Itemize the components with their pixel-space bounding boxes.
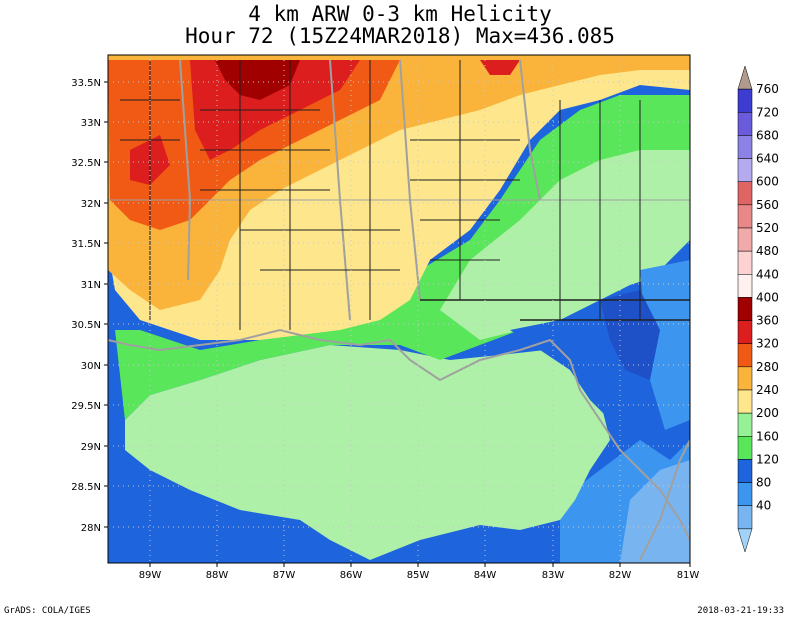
lat-label: 33.5N: [71, 78, 101, 89]
colorbar-label: 560: [756, 198, 779, 212]
lon-label: 86W: [340, 570, 363, 581]
map-field: [108, 55, 690, 563]
lat-label: 31.5N: [71, 239, 101, 250]
lat-label: 30N: [81, 361, 101, 372]
coastline: [108, 59, 690, 561]
lon-label: 82W: [609, 570, 632, 581]
lon-label: 83W: [542, 570, 565, 581]
colorbar-bottom-arrow: [737, 528, 753, 553]
latitude-labels: 33.5N 33N 32.5N 32N 31.5N 31N 30.5N 30N …: [71, 78, 101, 534]
lon-label: 87W: [273, 570, 296, 581]
lat-label: 29.5N: [71, 401, 101, 412]
colorbar-label: 240: [756, 383, 779, 397]
lon-label: 81W: [677, 570, 700, 581]
colorbar-label: 80: [756, 476, 771, 490]
colorbar-top-arrow: [737, 65, 753, 90]
colorbar-swatch: [737, 412, 753, 437]
lon-label: 89W: [139, 570, 162, 581]
colorbar-swatch: [737, 320, 753, 344]
colorbar-label: 40: [756, 499, 771, 513]
colorbar-swatch: [737, 297, 753, 321]
colorbar-label: 480: [756, 244, 779, 258]
colorbar-label: 440: [756, 267, 779, 281]
map-title-line2: Hour 72 (15Z24MAR2018) Max=436.085: [185, 24, 615, 48]
axis-ticks: [104, 81, 691, 567]
colorbar-swatch: [737, 505, 753, 530]
colorbar-label: 680: [756, 128, 779, 142]
colorbar-swatch: [737, 343, 753, 368]
colorbar-label: 640: [756, 152, 779, 166]
longitude-labels: 89W 88W 87W 86W 85W 84W 83W 82W 81W: [139, 570, 700, 581]
colorbar-swatch: [737, 158, 753, 182]
colorbar-label: 600: [756, 175, 779, 189]
lat-label: 31N: [81, 280, 101, 291]
colorbar-swatch: [737, 204, 753, 229]
lat-label: 32.5N: [71, 158, 101, 169]
lat-label: 33N: [81, 118, 101, 129]
lon-label: 84W: [474, 570, 497, 581]
lat-label: 28.5N: [71, 482, 101, 493]
lat-label: 32N: [81, 199, 101, 210]
colorbar-label: 200: [756, 406, 779, 420]
colorbar-label: 280: [756, 360, 779, 374]
lat-label: 30.5N: [71, 320, 101, 331]
map-title-line1: 4 km ARW 0-3 km Helicity: [248, 2, 552, 26]
colorbar-swatch: [737, 366, 753, 391]
colorbar-label: 360: [756, 314, 779, 328]
colorbar-label: 720: [756, 105, 779, 119]
colorbar-swatch: [737, 135, 753, 159]
colorbar-swatch: [737, 250, 753, 275]
colorbar-swatch: [737, 389, 753, 414]
colorbar-label: 520: [756, 221, 779, 235]
colorbar-swatch: [737, 274, 753, 298]
map-frame: [107, 54, 691, 564]
colorbar-label: 120: [756, 452, 779, 466]
lon-label: 88W: [206, 570, 229, 581]
lon-label: 85W: [407, 570, 430, 581]
colorbar: 760 720 680 640 600 560 520 480 440 400 360 320 280 2…: [737, 65, 779, 553]
colorbar-label: 760: [756, 82, 779, 96]
colorbar-label: 160: [756, 429, 779, 443]
lat-label: 28N: [81, 523, 101, 534]
colorbar-swatch: [737, 88, 753, 113]
colorbar-swatch: [737, 459, 753, 483]
colorbar-label: 320: [756, 337, 779, 351]
footer-credit: GrADS: COLA/IGES: [4, 606, 91, 616]
colorbar-swatch: [737, 482, 753, 506]
lat-lon-grid: [108, 55, 690, 563]
colorbar-swatch: [737, 436, 753, 460]
colorbar-label: 400: [756, 290, 779, 304]
lat-label: 29N: [81, 442, 101, 453]
colorbar-swatch: [737, 227, 753, 252]
colorbar-swatch: [737, 112, 753, 136]
footer-timestamp: 2018-03-21-19:33: [697, 606, 784, 616]
colorbar-swatch: [737, 181, 753, 206]
